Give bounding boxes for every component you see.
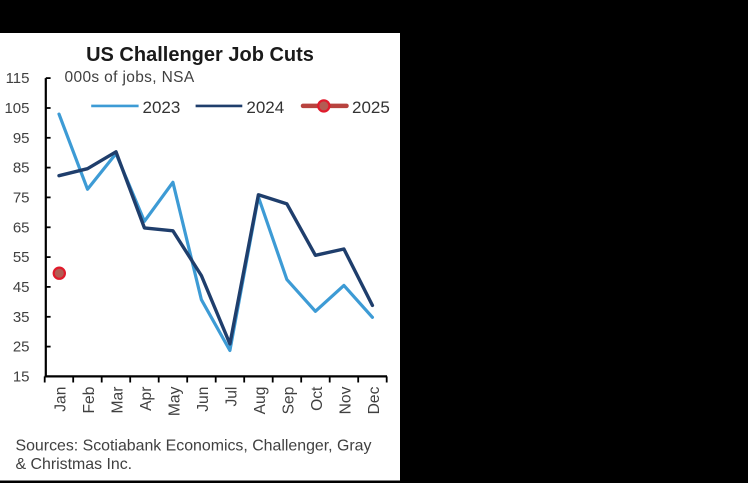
svg-text:55: 55 — [13, 249, 30, 266]
svg-text:45: 45 — [13, 279, 30, 296]
svg-text:2025: 2025 — [352, 98, 390, 117]
svg-text:75: 75 — [13, 189, 30, 206]
svg-text:2024: 2024 — [246, 98, 284, 117]
svg-text:Feb: Feb — [81, 386, 98, 413]
svg-text:115: 115 — [6, 70, 30, 87]
svg-text:Sep: Sep — [280, 386, 297, 414]
svg-text:Aug: Aug — [252, 387, 269, 415]
svg-text:25: 25 — [13, 339, 30, 356]
svg-text:95: 95 — [13, 130, 30, 147]
svg-text:Jul: Jul — [223, 387, 240, 407]
svg-text:15: 15 — [13, 368, 30, 385]
svg-text:000s of jobs, NSA: 000s of jobs, NSA — [65, 69, 195, 86]
svg-text:35: 35 — [13, 309, 30, 326]
svg-text:Oct: Oct — [309, 386, 326, 411]
svg-text:US Challenger Job Cuts: US Challenger Job Cuts — [86, 44, 314, 66]
svg-text:May: May — [166, 386, 183, 416]
svg-text:Mar: Mar — [110, 387, 127, 414]
svg-text:Nov: Nov — [337, 386, 354, 414]
svg-text:Jun: Jun — [195, 387, 212, 412]
svg-text:Jan: Jan — [53, 387, 70, 412]
svg-text:& Christmas Inc.: & Christmas Inc. — [16, 456, 133, 473]
svg-text:Apr: Apr — [138, 387, 155, 411]
svg-text:2023: 2023 — [143, 98, 181, 117]
svg-text:105: 105 — [4, 100, 29, 117]
svg-text:Sources: Scotiabank Economics,: Sources: Scotiabank Economics, Challenge… — [16, 438, 372, 455]
svg-text:65: 65 — [13, 219, 30, 236]
svg-text:85: 85 — [13, 160, 30, 177]
svg-text:Dec: Dec — [366, 386, 383, 414]
